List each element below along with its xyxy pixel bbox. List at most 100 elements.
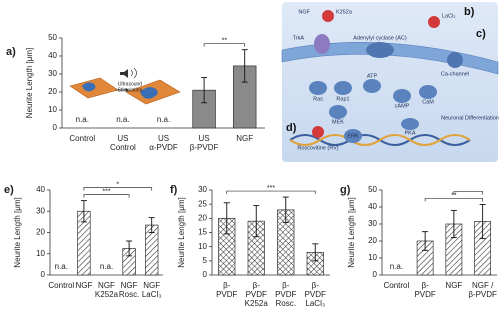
diagram-label: cAMP — [395, 103, 410, 109]
significance-bracket — [203, 43, 246, 47]
x-tick-label: Rosc. — [119, 290, 139, 299]
x-tick-label: β-PVDF — [468, 290, 497, 299]
na-label: n.a. — [76, 115, 89, 124]
panel-label: a) — [6, 46, 16, 58]
error-bar — [241, 49, 248, 83]
x-tick-label: NGF — [75, 281, 92, 290]
x-tick-label: β- — [223, 281, 231, 290]
error-bar — [148, 217, 155, 233]
panel-label: e) — [4, 184, 14, 196]
y-axis-label: Neurite Length [μm] — [177, 197, 186, 267]
y-tick-label: 0 — [373, 270, 378, 279]
y-tick-label: 40 — [368, 202, 377, 211]
y-tick-label: 50 — [48, 33, 57, 42]
diagram-label: TrkA — [293, 35, 305, 41]
x-tick-label: β- — [282, 281, 290, 290]
diagram-label: PKA — [404, 130, 415, 136]
error-bar — [201, 77, 208, 104]
y-tick-label: 10 — [36, 249, 45, 258]
error-bar — [422, 231, 429, 251]
error-bar — [312, 243, 319, 262]
error-bar — [479, 203, 486, 239]
y-tick-label: 40 — [36, 185, 45, 194]
diagram-label: NGF — [298, 9, 310, 15]
inset-illustration: Ultrasound Stimulation — [69, 67, 181, 105]
significance-label: ** — [451, 192, 457, 199]
significance-label: *** — [102, 188, 110, 195]
y-tick-label: 5 — [203, 256, 208, 265]
diagram-label: ERK — [347, 133, 359, 139]
y-tick-label: 25 — [198, 199, 207, 208]
panel-label: f) — [170, 184, 178, 196]
y-tick-label: 20 — [368, 236, 377, 245]
x-tick-label: NGF — [236, 134, 253, 143]
y-tick-label: 50 — [368, 185, 377, 194]
y-axis-label: Neurite Length [μm] — [347, 197, 356, 267]
diagram-label: Rap1 — [336, 96, 349, 102]
x-tick-label: Control — [383, 281, 409, 290]
y-tick-label: 40 — [48, 51, 57, 60]
x-tick-label: Control — [110, 143, 136, 152]
x-tick-label: PVDF — [246, 290, 267, 299]
significance-bracket — [453, 191, 483, 195]
x-tick-label: LaCl₃ — [305, 299, 325, 308]
na-label: n.a. — [116, 115, 129, 124]
panel-label: g) — [340, 184, 351, 196]
y-tick-label: 15 — [198, 228, 207, 237]
x-tick-label: PVDF — [216, 290, 237, 299]
diagram-label: Roscovitine (RV) — [297, 145, 338, 151]
significance-label: *** — [267, 185, 275, 192]
diagram-label: Neuronal Differentiation — [441, 115, 499, 121]
y-axis-label: Neurite Length [μm] — [13, 197, 22, 267]
x-tick-label: US — [199, 134, 210, 143]
x-tick-label: PVDF — [414, 290, 435, 299]
significance-bracket — [424, 198, 483, 202]
diagram-label: MEK — [332, 119, 344, 125]
na-label: n.a. — [55, 262, 68, 271]
x-tick-label: US — [117, 134, 128, 143]
panel-label: d) — [286, 122, 297, 134]
x-tick-label: US — [158, 134, 169, 143]
x-tick-label: LaCl₃ — [142, 290, 162, 299]
significance-label: * — [116, 181, 119, 188]
x-tick-label: K252a — [95, 290, 119, 299]
panel-label: c) — [476, 28, 486, 40]
significance-bracket — [83, 187, 153, 191]
na-label: n.a. — [100, 262, 113, 271]
y-tick-label: 30 — [368, 219, 377, 228]
diagram-label: Ras — [313, 96, 323, 102]
y-tick-label: 30 — [36, 206, 45, 215]
error-bar — [282, 196, 289, 224]
y-tick-label: 10 — [198, 242, 207, 251]
y-tick-label: 0 — [41, 270, 46, 279]
significance-label: ** — [222, 38, 228, 45]
x-tick-label: PVDF — [305, 290, 326, 299]
x-tick-label: β- — [421, 281, 429, 290]
x-tick-label: K252a — [245, 299, 269, 308]
x-tick-label: NGF — [121, 281, 138, 290]
diagram-label: CaM — [422, 99, 434, 105]
y-tick-label: 20 — [198, 213, 207, 222]
x-tick-label: β- — [312, 281, 320, 290]
x-tick-label: Control — [48, 281, 74, 290]
y-tick-label: 30 — [198, 185, 207, 194]
y-tick-label: 10 — [368, 253, 377, 262]
y-tick-label: 0 — [53, 123, 58, 132]
y-tick-label: 0 — [203, 270, 208, 279]
diagram-label: K252a — [336, 9, 353, 15]
diagram-label: Ca-channel — [441, 71, 469, 77]
diagram-label: ATP — [367, 73, 378, 79]
significance-bracket — [83, 194, 130, 198]
significance-bracket — [226, 190, 316, 195]
error-bar — [126, 240, 133, 257]
panel-label: b) — [464, 6, 475, 18]
x-tick-label: β- — [253, 281, 261, 290]
y-axis-label: Neurite Length [μm] — [25, 48, 34, 118]
error-bar — [223, 202, 230, 235]
x-tick-label: α-PVDF — [149, 143, 178, 152]
diagram-label: LaCl₃ — [442, 13, 456, 19]
x-tick-label: NGF / — [472, 281, 494, 290]
x-tick-label: PVDF — [275, 290, 296, 299]
